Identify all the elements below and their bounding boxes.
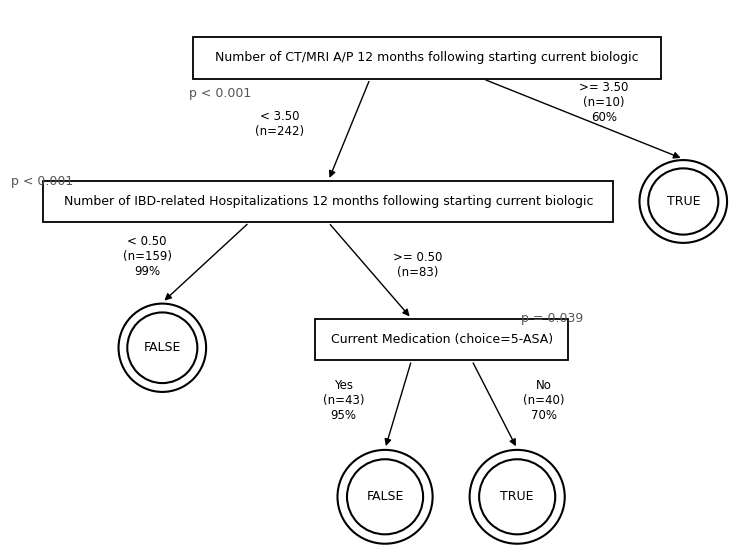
Text: p = 0.039: p = 0.039 xyxy=(521,312,583,325)
Text: Current Medication (choice=5-ASA): Current Medication (choice=5-ASA) xyxy=(331,333,553,346)
Text: >= 3.50
(n=10)
60%: >= 3.50 (n=10) 60% xyxy=(579,81,629,124)
Ellipse shape xyxy=(470,450,565,544)
Text: No
(n=40)
70%: No (n=40) 70% xyxy=(523,379,564,422)
Ellipse shape xyxy=(337,450,433,544)
Ellipse shape xyxy=(119,304,206,392)
Text: p < 0.001: p < 0.001 xyxy=(189,87,251,100)
Text: FALSE: FALSE xyxy=(366,490,404,503)
Ellipse shape xyxy=(128,312,197,383)
Text: >= 0.50
(n=83): >= 0.50 (n=83) xyxy=(393,251,442,279)
Text: < 0.50
(n=159)
99%: < 0.50 (n=159) 99% xyxy=(123,235,171,278)
Text: Number of CT/MRI A/P 12 months following starting current biologic: Number of CT/MRI A/P 12 months following… xyxy=(214,51,639,65)
Text: TRUE: TRUE xyxy=(501,490,534,503)
Text: FALSE: FALSE xyxy=(143,341,181,354)
FancyBboxPatch shape xyxy=(43,181,613,222)
Text: Number of IBD-related Hospitalizations 12 months following starting current biol: Number of IBD-related Hospitalizations 1… xyxy=(63,195,593,208)
Text: < 3.50
(n=242): < 3.50 (n=242) xyxy=(254,110,304,138)
Text: TRUE: TRUE xyxy=(667,195,700,208)
Text: p < 0.001: p < 0.001 xyxy=(11,174,73,188)
Ellipse shape xyxy=(479,459,555,534)
Ellipse shape xyxy=(639,160,727,243)
FancyBboxPatch shape xyxy=(316,319,568,360)
FancyBboxPatch shape xyxy=(193,38,661,78)
Text: Yes
(n=43)
95%: Yes (n=43) 95% xyxy=(323,379,364,422)
Ellipse shape xyxy=(347,459,423,534)
Ellipse shape xyxy=(649,168,718,235)
